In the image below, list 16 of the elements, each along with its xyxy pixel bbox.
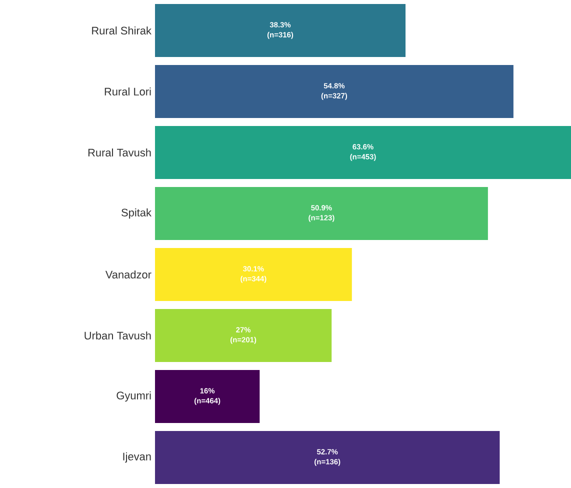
y-tick-label: Gyumri [116,391,151,402]
bar [155,430,500,484]
bar [155,187,488,240]
bar [155,248,352,301]
y-tick-label: Vanadzor [105,270,152,279]
bar [155,126,571,179]
bar [155,4,406,57]
y-tick-label: Spitak [122,208,152,219]
y-tick-label: Rural Tavush [88,148,151,157]
bar [155,65,514,118]
y-tick-label: Ijevan [123,452,151,463]
bar [155,308,332,362]
y-tick-label: Urban Tavush [84,331,151,340]
y-tick-label: Rural Shirak [92,26,152,35]
bar [155,370,260,423]
y-tick-label: Rural Lori [104,87,151,96]
